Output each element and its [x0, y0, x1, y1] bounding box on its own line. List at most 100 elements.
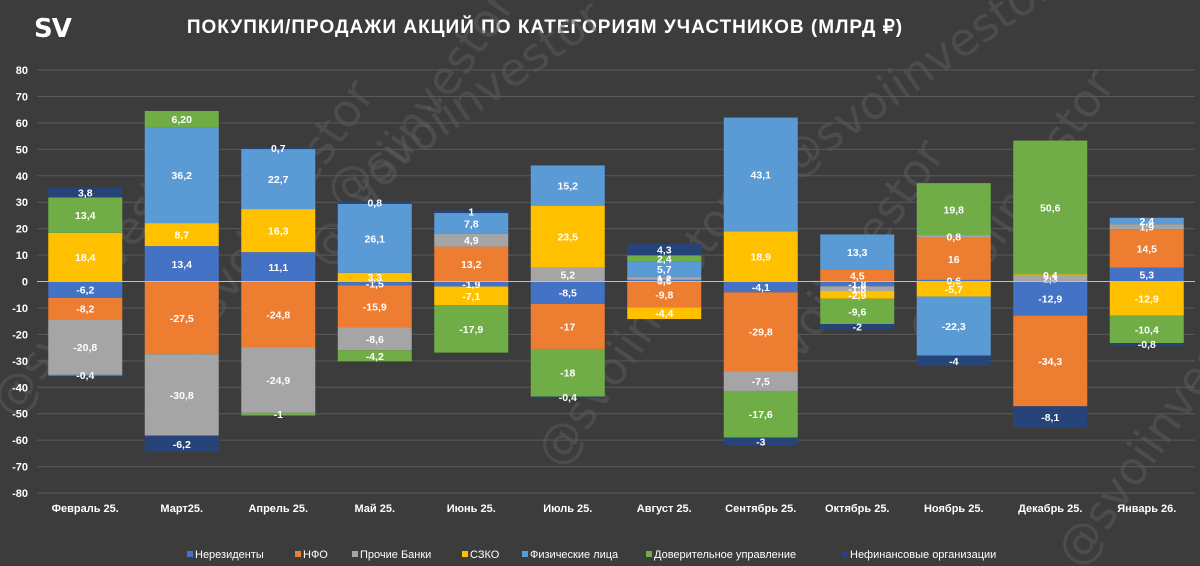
data-label: 4,3 — [657, 245, 672, 257]
x-tick-label: Май 25. — [354, 503, 395, 515]
grid-layer — [37, 69, 1195, 494]
bar-segment — [627, 276, 702, 280]
bar-segment — [627, 307, 702, 320]
data-label: 36,2 — [172, 170, 193, 182]
y-tick-label: 30 — [16, 197, 28, 209]
bar-segment — [1109, 315, 1184, 344]
y-tick-label: -60 — [12, 435, 28, 447]
bar-segment — [434, 233, 509, 247]
data-label: 7,8 — [464, 218, 479, 230]
bar-segment — [337, 201, 412, 204]
bar-segment — [1109, 281, 1184, 316]
bar-segment — [241, 149, 316, 210]
data-label: 5,3 — [1139, 269, 1154, 281]
bar-segment — [820, 291, 895, 299]
data-label: -1,9 — [462, 279, 480, 291]
data-label: 18,4 — [75, 252, 96, 264]
data-labels-layer: -6,2-8,2-20,818,4-0,413,43,813,4-27,5-30… — [73, 114, 1159, 451]
y-tick-label: 0 — [22, 277, 28, 289]
bar-segment — [1013, 275, 1088, 282]
legend: Нерезиденты НФО Прочие Банки СЗКО Физические… — [187, 549, 996, 561]
legend-label: Нерезиденты — [195, 549, 264, 561]
bar-segment — [1013, 281, 1088, 316]
data-label: 16 — [948, 254, 960, 266]
x-tick-label: Сентябрь 25. — [725, 503, 796, 515]
data-label: -6,2 — [173, 439, 191, 451]
data-label: -7,5 — [752, 376, 770, 388]
legend-swatch — [462, 551, 468, 557]
bar-segment — [820, 234, 895, 270]
legend-swatch — [295, 551, 301, 557]
bar-segment — [530, 165, 605, 206]
bar-segment — [723, 281, 798, 293]
legend-label: Нефинансовые организации — [850, 549, 996, 561]
bar-segment — [337, 272, 412, 282]
x-tick-label: Июнь 25. — [447, 503, 496, 515]
legend-label: Физические лица — [530, 549, 619, 561]
bar-segment — [337, 281, 412, 286]
data-label: -8,6 — [366, 334, 384, 346]
bar-segment — [1109, 267, 1184, 282]
data-label: -17,6 — [749, 409, 773, 421]
data-label: -27,5 — [170, 313, 194, 325]
bar-segment — [627, 279, 702, 282]
x-tick-label: Октябрь 25. — [825, 503, 890, 515]
bar-segment — [820, 286, 895, 292]
bar-segment — [723, 390, 798, 438]
bar-segment — [530, 281, 605, 304]
data-label: -9,8 — [655, 289, 673, 301]
brand-logo: SV — [34, 14, 72, 44]
bar-segment — [48, 197, 123, 233]
data-label: -10,4 — [1135, 324, 1159, 336]
legend-swatch — [187, 551, 193, 557]
data-label: -2,9 — [848, 290, 866, 302]
bar-segment — [434, 210, 509, 214]
data-label: -5,7 — [945, 284, 963, 296]
x-tick-label: Март25. — [160, 503, 203, 515]
bar-segment — [144, 223, 219, 247]
data-label: -1,8 — [848, 284, 866, 296]
bar-segment — [434, 213, 509, 234]
x-tick-label: Апрель 25. — [248, 503, 308, 515]
legend-label: Прочие Банки — [360, 549, 431, 561]
data-label: 13,2 — [461, 259, 482, 271]
y-tick-label: -10 — [12, 303, 28, 315]
data-label: -4,1 — [752, 282, 770, 294]
data-label: 5,7 — [657, 264, 672, 276]
data-label: -4 — [949, 356, 958, 368]
bar-segment — [144, 110, 219, 128]
data-label: -20,8 — [73, 342, 97, 354]
legend-label: Доверительное управление — [654, 549, 796, 561]
y-tick-label: 60 — [16, 118, 28, 130]
bar-segment — [820, 298, 895, 325]
data-label: -24,8 — [266, 309, 290, 321]
x-tick-label: Декабрь 25. — [1018, 503, 1082, 515]
data-label: -4,4 — [655, 308, 673, 320]
bar-segment — [916, 235, 991, 238]
x-tick-label: Ноябрь 25. — [924, 503, 984, 515]
y-tick-label: 70 — [16, 91, 28, 103]
data-label: -8,2 — [76, 304, 94, 316]
bar-segment — [627, 243, 702, 256]
bar-segment — [723, 292, 798, 372]
bar-segment — [916, 296, 991, 356]
y-tick-label: -80 — [12, 488, 28, 500]
bar-segment — [48, 281, 123, 298]
data-label: 2,4 — [1139, 216, 1154, 228]
data-label: -8,5 — [559, 288, 577, 300]
data-label: 1,2 — [657, 273, 672, 285]
bar-segment — [1109, 217, 1184, 225]
bar-segment — [723, 437, 798, 446]
bar-segment — [434, 246, 509, 282]
bar-segment — [820, 281, 895, 287]
y-tick-label: 40 — [16, 171, 28, 183]
bars-layer — [48, 110, 1184, 453]
data-label: 8,7 — [174, 230, 189, 242]
bar-segment — [1013, 140, 1088, 275]
data-label: 0,4 — [1043, 270, 1058, 282]
data-label: 4,5 — [850, 271, 865, 283]
data-label: 18,9 — [751, 252, 772, 264]
data-label: -9,6 — [848, 306, 866, 318]
y-tick-label: 50 — [16, 144, 28, 156]
data-label: -0,4 — [559, 392, 577, 404]
